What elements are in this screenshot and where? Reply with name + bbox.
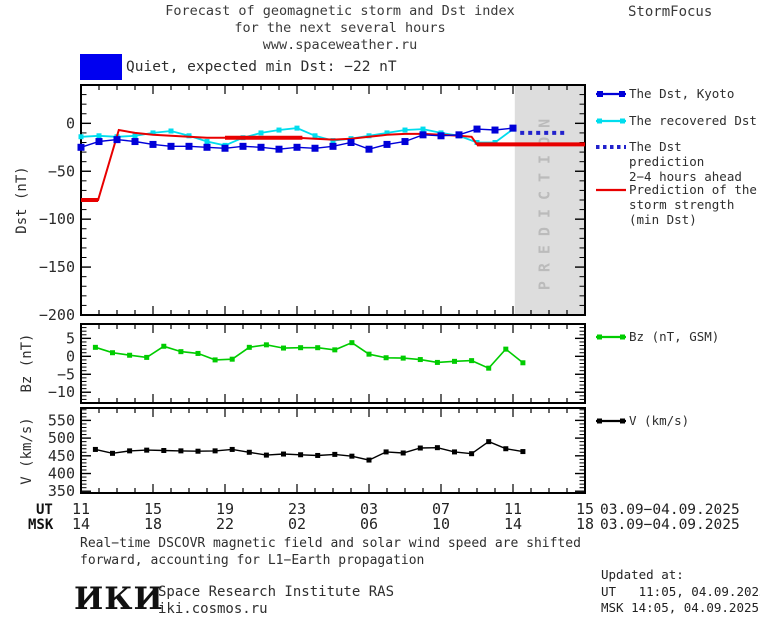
msk-tick-label: 14: [504, 515, 522, 533]
storm-status-text: Quiet, expected min Dst: −22 nT: [126, 59, 397, 75]
ut-tick-label: 19: [216, 500, 234, 518]
ut-tick-label: 23: [288, 500, 306, 518]
title-line-2: for the next several hours: [234, 20, 446, 36]
ut-tick-label: 03: [360, 500, 378, 518]
v-legend-marker: [596, 418, 626, 424]
dst-ytick-label: −100: [39, 210, 75, 228]
title-line-1: Forecast of geomagnetic storm and Dst in…: [165, 3, 515, 19]
updated-ut: UT 11:05, 04.09.2025: [601, 584, 760, 599]
footnote-line-2: forward, accounting for L1−Earth propaga…: [80, 553, 425, 568]
bz_gsm-line: [95, 341, 524, 370]
legend-label-dst-kyoto: The Dst, Kyoto: [629, 86, 735, 101]
iki-logo: ИКИ: [74, 581, 164, 617]
msk-tick-label: 02: [288, 515, 306, 533]
storm-prediction-legend-marker: [596, 188, 626, 192]
legend-label-recovered: The recovered Dst: [629, 113, 757, 128]
dst-axis-title: Dst (nT): [14, 166, 30, 234]
ut-tick-label: 11: [72, 500, 90, 518]
institute-site-link[interactable]: iki.cosmos.ru: [158, 601, 268, 617]
storm_prediction-series: [81, 128, 585, 202]
prediction-band-label: PREDICTION: [535, 110, 553, 290]
msk-date-range: 03.09−04.09.2025: [600, 517, 740, 533]
ut-tick-label: 07: [432, 500, 450, 518]
v-frame: [80, 407, 586, 494]
legend-item-dst-prediction: The Dst prediction 2−4 hours ahead: [596, 139, 760, 184]
legend-label-prediction-1: The Dst prediction: [629, 139, 705, 169]
prediction-band: [514, 86, 585, 314]
bz-ytick-label: −5: [57, 365, 75, 383]
dst-ytick-label: 0: [66, 114, 75, 132]
legend-label-storm-3: (min Dst): [629, 212, 697, 227]
v-ytick-label: 550: [48, 411, 75, 429]
dst-frame: [80, 84, 586, 316]
msk-tick-label: 22: [216, 515, 234, 533]
dst-panel: PREDICTION 0 −50 −100 −150 −200: [39, 84, 586, 324]
bz-ytick-label: −10: [48, 383, 75, 401]
bz-frame: [80, 323, 586, 404]
bz-panel: 50−5−10: [48, 323, 586, 404]
dst-ytick-label: −50: [48, 162, 75, 180]
ut-tick-label: 15: [576, 500, 594, 518]
legend-label-prediction-2: 2−4 hours ahead: [629, 169, 742, 184]
storm_prediction-line: [81, 128, 585, 201]
legend-label-storm-1: Prediction of the: [629, 182, 757, 197]
v-ytick-label: 500: [48, 429, 75, 447]
dst-ytick-label: −200: [39, 306, 75, 324]
legend-label-storm-2: storm strength: [629, 197, 735, 212]
msk-tick-label: 18: [144, 515, 162, 533]
v-ytick-label: 350: [48, 482, 75, 500]
v-ytick-label: 400: [48, 465, 75, 483]
storm-level-swatch: [80, 54, 122, 80]
bz-ytick-label: 5: [66, 329, 75, 347]
msk-tick-label: 14: [72, 515, 90, 533]
footnote-line-1: Real−time DSCOVR magnetic field and sola…: [80, 536, 581, 551]
dst-prediction-legend-marker: [596, 145, 626, 149]
legend-label-bz: Bz (nT, GSM): [629, 329, 720, 344]
legend-item-bz: Bz (nT, GSM): [596, 329, 719, 344]
bz-axis-title: Bz (nT): [19, 333, 35, 393]
legend-item-recovered: The recovered Dst: [596, 113, 757, 128]
dst_kyoto-series: [77, 124, 517, 153]
legend-item-storm-prediction: Prediction of the storm strength (min Ds…: [596, 182, 757, 227]
msk-tick-label: 10: [432, 515, 450, 533]
ut-date-range: 03.09−04.09.2025: [600, 502, 740, 518]
legend-item-dst-kyoto: The Dst, Kyoto: [596, 86, 734, 101]
bz_gsm-series: [92, 340, 526, 371]
solar_wind_speed-series: [92, 439, 526, 463]
brand-logo-text: StormFocus: [628, 4, 713, 20]
legend-label-v: V (km/s): [629, 413, 690, 428]
msk-row-label: MSK: [28, 517, 54, 533]
ut-tick-label: 15: [144, 500, 162, 518]
v-axis-title: V (km/s): [19, 417, 35, 485]
msk-tick-label: 06: [360, 515, 378, 533]
page-title: Forecast of geomagnetic storm and Dst in…: [90, 3, 590, 54]
ut-row-label: UT: [36, 502, 53, 518]
solar_wind_speed-line: [95, 440, 524, 461]
ut-tick-label: 11: [504, 500, 522, 518]
institute-name: Space Research Institute RAS: [158, 584, 395, 600]
updated-at-label: Updated at:: [601, 567, 684, 582]
site-link[interactable]: www.spaceweather.ru: [262, 37, 418, 53]
legend-item-v: V (km/s): [596, 413, 689, 428]
v-ytick-label: 450: [48, 447, 75, 465]
dst-ytick-label: −150: [39, 258, 75, 276]
msk-tick-label: 18: [576, 515, 594, 533]
bz-legend-marker: [596, 334, 626, 340]
recovered-dst-legend-marker: [596, 118, 626, 124]
dst-kyoto-legend-marker: [596, 91, 626, 97]
bz-ytick-label: 0: [66, 347, 75, 365]
updated-msk: MSK 14:05, 04.09.2025: [601, 600, 760, 615]
